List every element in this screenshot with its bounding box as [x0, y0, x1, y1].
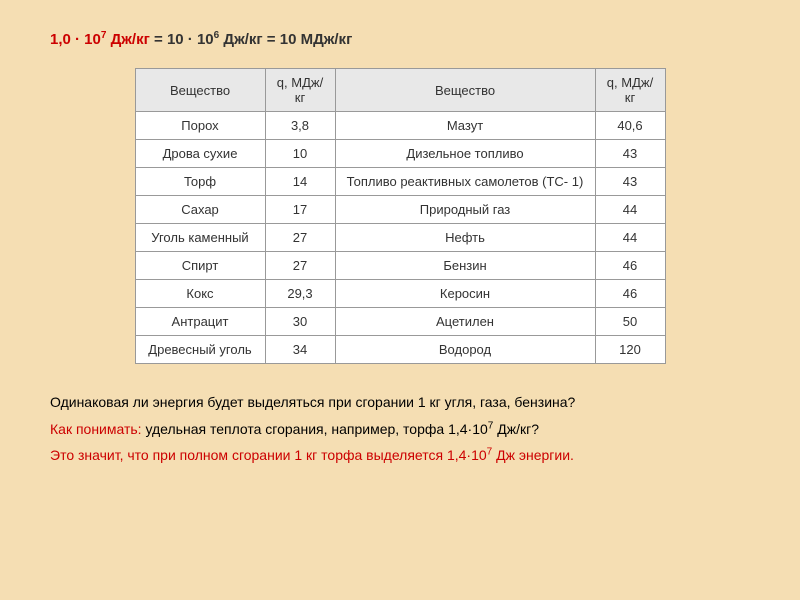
table-row: Антрацит 30 Ацетилен 50 — [135, 308, 665, 336]
cell-value: 10 — [265, 140, 335, 168]
cell-value: 46 — [595, 280, 665, 308]
table-row: Дрова сухие 10 Дизельное топливо 43 — [135, 140, 665, 168]
formula-red-part: 1,0 · 107 Дж/кг — [50, 31, 154, 48]
cell-value: 30 — [265, 308, 335, 336]
cell-substance: Уголь каменный — [135, 224, 265, 252]
cell-value: 44 — [595, 224, 665, 252]
table-row: Сахар 17 Природный газ 44 — [135, 196, 665, 224]
cell-substance: Сахар — [135, 196, 265, 224]
cell-substance: Мазут — [335, 112, 595, 140]
cell-value: 43 — [595, 168, 665, 196]
cell-substance: Дизельное топливо — [335, 140, 595, 168]
cell-value: 3,8 — [265, 112, 335, 140]
question-2: Как понимать: удельная теплота сгорания,… — [50, 416, 750, 443]
header-q-2: q, МДж/кг — [595, 69, 665, 112]
q2-red: Как понимать: — [50, 421, 142, 437]
cell-value: 43 — [595, 140, 665, 168]
table-header-row: Вещество q, МДж/кг Вещество q, МДж/кг — [135, 69, 665, 112]
cell-value: 27 — [265, 224, 335, 252]
substances-table: Вещество q, МДж/кг Вещество q, МДж/кг По… — [135, 68, 666, 364]
cell-value: 27 — [265, 252, 335, 280]
cell-substance: Ацетилен — [335, 308, 595, 336]
header-substance-1: Вещество — [135, 69, 265, 112]
formula-black-part: = 10 · 106 Дж/кг = 10 МДж/кг — [154, 31, 352, 48]
cell-substance: Антрацит — [135, 308, 265, 336]
question-1: Одинаковая ли энергия будет выделяться п… — [50, 389, 750, 416]
cell-value: 17 — [265, 196, 335, 224]
cell-substance: Топливо реактивных самолетов (ТС- 1) — [335, 168, 595, 196]
cell-value: 14 — [265, 168, 335, 196]
table-row: Торф 14 Топливо реактивных самолетов (ТС… — [135, 168, 665, 196]
cell-substance: Спирт — [135, 252, 265, 280]
cell-substance: Порох — [135, 112, 265, 140]
questions-block: Одинаковая ли энергия будет выделяться п… — [50, 389, 750, 469]
cell-substance: Нефть — [335, 224, 595, 252]
cell-substance: Природный газ — [335, 196, 595, 224]
cell-substance: Водород — [335, 336, 595, 364]
cell-substance: Керосин — [335, 280, 595, 308]
cell-substance: Торф — [135, 168, 265, 196]
cell-value: 44 — [595, 196, 665, 224]
table-row: Древесный уголь 34 Водород 120 — [135, 336, 665, 364]
table-row: Уголь каменный 27 Нефть 44 — [135, 224, 665, 252]
formula-line: 1,0 · 107 Дж/кг = 10 · 106 Дж/кг = 10 МД… — [50, 30, 750, 48]
table-row: Кокс 29,3 Керосин 46 — [135, 280, 665, 308]
table-row: Порох 3,8 Мазут 40,6 — [135, 112, 665, 140]
header-q-1: q, МДж/кг — [265, 69, 335, 112]
cell-value: 50 — [595, 308, 665, 336]
cell-substance: Бензин — [335, 252, 595, 280]
cell-value: 29,3 — [265, 280, 335, 308]
cell-value: 34 — [265, 336, 335, 364]
cell-substance: Древесный уголь — [135, 336, 265, 364]
table-row: Спирт 27 Бензин 46 — [135, 252, 665, 280]
question-3: Это значит, что при полном сгорании 1 кг… — [50, 442, 750, 469]
cell-value: 46 — [595, 252, 665, 280]
cell-substance: Кокс — [135, 280, 265, 308]
header-substance-2: Вещество — [335, 69, 595, 112]
q2-black-a: удельная теплота сгорания, например, тор… — [142, 421, 539, 437]
cell-value: 120 — [595, 336, 665, 364]
cell-substance: Дрова сухие — [135, 140, 265, 168]
cell-value: 40,6 — [595, 112, 665, 140]
